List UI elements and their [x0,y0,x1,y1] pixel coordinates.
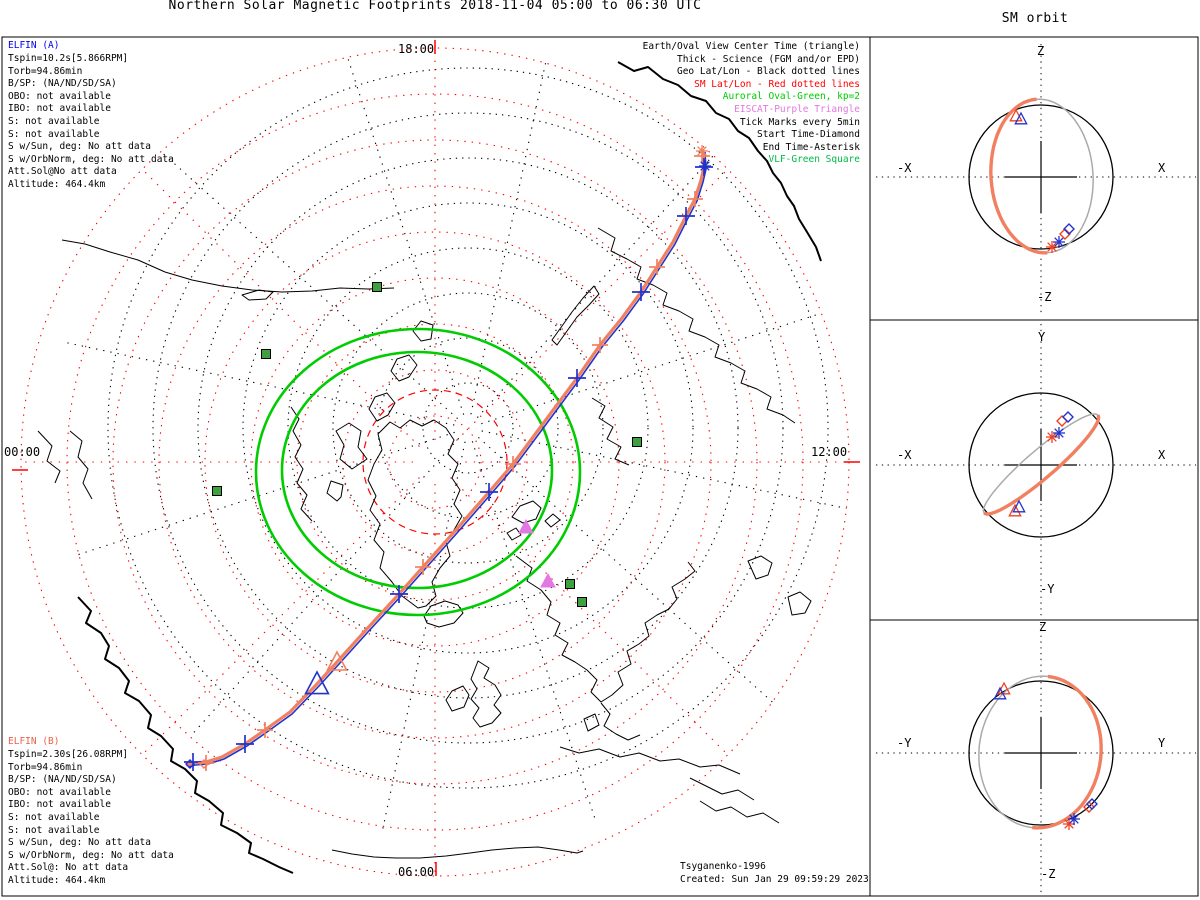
vlf-square [632,437,642,447]
trajectory-elfin-a [187,151,707,768]
earth-circle [968,104,1114,250]
elfin-b-info-line: Torb=94.86min [8,761,83,773]
legend-item: End Time-Asterisk [762,141,860,153]
vlf-square [372,282,382,292]
mlt-label: 00:00 [4,445,41,459]
trajectory-markers [184,145,713,771]
elfin-a-info-line: S w/OrbNorm, deg: No att data [8,153,174,165]
legend-item: EISCAT-Purple Triangle [734,103,860,115]
auroral-oval [254,327,582,617]
trajectory-elfin-b [185,149,706,767]
elfin-b-info-block: Tspin=2.30s[26.08RPM] Torb=94.86min B/SP: … [8,749,174,888]
legend-item: Geo Lat/Lon - Black dotted lines [676,66,860,78]
frame-lines [1,36,1199,897]
elfin-a-info-line: S: not available [8,115,100,127]
axis-label: -X [897,161,912,175]
axis-label: Y [1038,330,1046,344]
elfin-a-name: ELFIN (A) [8,40,60,51]
model-label: Tsyganenko-1996 [680,861,766,872]
vlf-square [212,486,222,496]
elfin-b-info-line: S w/Sun, deg: No att data [8,837,151,849]
legend-item: VLF-Green Square [768,154,860,166]
orbit-panel-2 [876,324,1196,616]
elfin-a-info-block: Tspin=10.2s[5.866RPM] Torb=94.86min B/SP: … [8,53,174,192]
legend-item: Tick Marks every 5min [739,116,860,128]
mlt-label: 12:00 [811,445,848,459]
orbit-arc-science [1032,674,1103,830]
map-title: Northern Solar Magnetic Footprints 2018-… [168,0,702,13]
earth-circle [968,680,1114,826]
mlt-label: 06:00 [398,865,435,879]
axis-label: Z [1039,620,1047,634]
vlf-square [565,579,575,589]
orbit-panel-3 [876,624,1196,892]
axis-label: -Z [1041,867,1056,881]
axis-label: -Y [897,736,912,750]
elfin-a-info-line: S w/Sun, deg: No att data [8,141,151,153]
elfin-b-info-line: Altitude: 464.4km [8,874,106,886]
elfin-a-info-line: S: not available [8,128,100,140]
elfin-b-info-line: S: not available [8,811,100,823]
elfin-b-info-line: OBO: not available [8,786,111,798]
coastlines [37,61,822,874]
created-label: Created: Sun Jan 29 09:59:29 2023 [680,874,869,885]
axis-label: Y [1158,736,1166,750]
axis-label: X [1158,161,1166,175]
ground-stations [212,282,642,607]
axis-label: X [1158,448,1166,462]
legend-item: SM Lat/Lon - Red dotted lines [694,78,860,90]
vlf-square [577,597,587,607]
elfin-b-name: ELFIN (B) [8,736,60,747]
elfin-a-info-line: OBO: not available [8,90,111,102]
earth-circle [968,392,1114,538]
elfin-b-info-line: B/SP: (NA/ND/SD/SA) [8,774,117,786]
eiscat-triangle [518,518,534,534]
orbit-panel-1 [876,44,1196,314]
legend-item: Auroral Oval-Green, kp=2 [722,91,860,103]
orbit-title: SM orbit [1001,11,1069,26]
orbit-arc-rest [982,413,1099,514]
elfin-b-info-line: IBO: not available [8,799,111,811]
geo-grid [63,48,849,833]
vlf-square [261,349,271,359]
elfin-a-info-line: IBO: not available [8,103,111,115]
legend-item: Thick - Science (FGM and/or EPD) [676,53,860,65]
elfin-a-info-line: Att.Sol@No att data [8,166,117,178]
orbit-arc-rest [1036,98,1094,254]
orbit-arc-science [983,414,1101,516]
footprint-trajectory [185,149,707,768]
axis-label: -Y [1040,582,1055,596]
mlt-label: 18:00 [398,42,435,56]
elfin-b-info-line: S w/OrbNorm, deg: No att data [8,849,174,861]
elfin-a-info-line: Tspin=10.2s[5.866RPM] [8,53,129,64]
elfin-a-info-line: Torb=94.86min [8,65,83,77]
legend-item: Start Time-Diamond [757,129,860,141]
eiscat-triangle [540,572,556,588]
elfin-b-info-line: Tspin=2.30s[26.08RPM] [8,749,129,760]
elfin-b-info-line: S: not available [8,824,100,836]
elfin-a-info-line: B/SP: (NA/ND/SD/SA) [8,78,117,90]
axis-label: -X [897,448,912,462]
legend-item: Earth/Oval View Center Time (triangle) [642,41,860,52]
sm-grid [12,40,860,877]
orbit-arc-science [989,97,1048,255]
elfin-b-info-line: Att.Sol@: No att data [8,862,129,874]
sm-dashed-ring [362,389,508,535]
legend: Earth/Oval View Center Time (triangle) Th… [643,41,860,167]
elfin-a-info-line: Altitude: 464.4km [8,178,106,190]
orbit-arc-rest [978,675,1048,829]
